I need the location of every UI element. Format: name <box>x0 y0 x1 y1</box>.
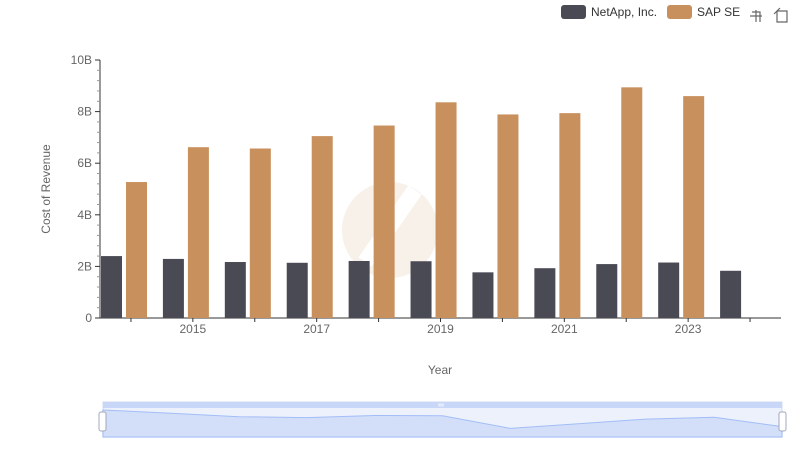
legend: NetApp, Inc. SAP SE <box>561 5 740 19</box>
bar-netapp-2023[interactable] <box>658 262 680 318</box>
y-tick-label: 0 <box>85 311 92 325</box>
y-tick-label: 10B <box>71 53 92 67</box>
bar-netapp-2020[interactable] <box>472 272 494 318</box>
y-tick-label: 6B <box>77 156 92 170</box>
x-tick-label: 2023 <box>675 322 702 336</box>
slider-preview-area <box>102 409 783 438</box>
bar-sap-2015[interactable] <box>187 147 209 318</box>
legend-label-sap: SAP SE <box>697 5 740 19</box>
data-zoom-slider[interactable] <box>98 401 787 438</box>
x-tick-label: 2021 <box>551 322 578 336</box>
legend-swatch-netapp <box>561 5 586 19</box>
y-tick-label: 4B <box>77 208 92 222</box>
bar-sap-2018[interactable] <box>373 125 395 318</box>
bars <box>101 87 742 319</box>
bar-netapp-2021[interactable] <box>534 268 556 318</box>
y-axis-title: Cost of Revenue <box>39 144 53 234</box>
bar-sap-2016[interactable] <box>249 148 271 318</box>
bar-netapp-2019[interactable] <box>410 261 432 318</box>
legend-swatch-sap <box>667 5 692 19</box>
legend-item-netapp[interactable]: NetApp, Inc. <box>561 5 657 19</box>
y-axis: 0 2B 4B 6B 8B 10B <box>71 53 101 325</box>
bar-sap-2017[interactable] <box>311 136 333 318</box>
bar-sap-2019[interactable] <box>435 102 457 318</box>
y-tick-label: 2B <box>77 259 92 273</box>
x-axis-title: Year <box>428 363 452 377</box>
slider-handle-right[interactable] <box>778 411 787 432</box>
legend-item-sap[interactable]: SAP SE <box>667 5 740 19</box>
reset-icon[interactable] <box>773 7 790 24</box>
bar-netapp-2018[interactable] <box>348 260 370 318</box>
x-tick-label: 2017 <box>303 322 330 336</box>
x-axis: 2015 2017 2019 2021 2023 <box>100 317 781 336</box>
bar-netapp-2017[interactable] <box>286 262 308 318</box>
bar-sap-2014[interactable] <box>126 182 147 318</box>
bar-sap-2021[interactable] <box>559 113 581 318</box>
bar-netapp-2015[interactable] <box>162 258 184 318</box>
zoom-icon[interactable] <box>748 8 764 24</box>
bar-sap-2023[interactable] <box>683 96 705 319</box>
bar-netapp-2014[interactable] <box>101 256 122 318</box>
y-tick-label: 8B <box>77 105 92 119</box>
bar-netapp-2016[interactable] <box>224 262 246 318</box>
slider-handle-left[interactable] <box>98 411 107 432</box>
bar-sap-2020[interactable] <box>497 114 519 318</box>
x-tick-label: 2019 <box>427 322 454 336</box>
bar-netapp-2024[interactable] <box>720 270 742 318</box>
legend-label-netapp: NetApp, Inc. <box>591 5 657 19</box>
slider-grip-icon <box>438 403 444 407</box>
x-tick-label: 2015 <box>180 322 207 336</box>
bar-sap-2022[interactable] <box>621 87 643 319</box>
bar-netapp-2022[interactable] <box>596 264 618 318</box>
